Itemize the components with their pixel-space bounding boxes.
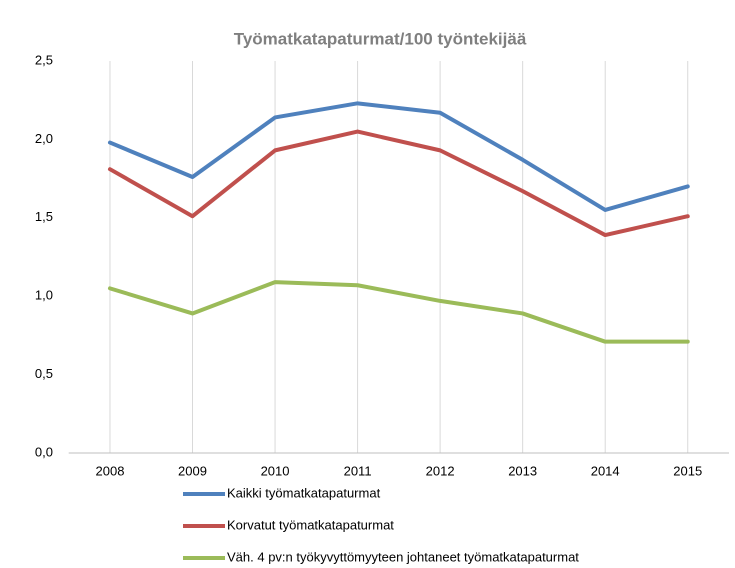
- legend-label: Kaikki työmatkatapaturmat: [227, 485, 381, 500]
- y-tick-label: 1,5: [35, 209, 53, 224]
- x-tick-label: 2008: [96, 463, 125, 478]
- series-line: [107, 280, 690, 344]
- y-tick-label: 2,5: [35, 52, 53, 67]
- series-line: [107, 101, 690, 212]
- y-tick-label: 2,0: [35, 131, 53, 146]
- x-tick-label: 2010: [261, 463, 290, 478]
- y-tick-label: 0,5: [35, 366, 53, 381]
- x-tick-label: 2009: [178, 463, 207, 478]
- chart-title: Työmatkatapaturmat/100 työntekijää: [234, 29, 527, 48]
- legend-label: Korvatut työmatkatapaturmat: [227, 517, 394, 532]
- x-tick-label: 2014: [591, 463, 620, 478]
- legend-label: Väh. 4 pv:n työkyvyttömyyteen johtaneet …: [227, 549, 579, 564]
- x-tick-label: 2015: [673, 463, 702, 478]
- x-tick-label: 2013: [508, 463, 537, 478]
- x-tick-label: 2012: [426, 463, 455, 478]
- series-line: [107, 129, 690, 238]
- y-tick-label: 1,0: [35, 288, 53, 303]
- x-tick-label: 2011: [344, 463, 372, 478]
- y-tick-label: 0,0: [35, 444, 53, 459]
